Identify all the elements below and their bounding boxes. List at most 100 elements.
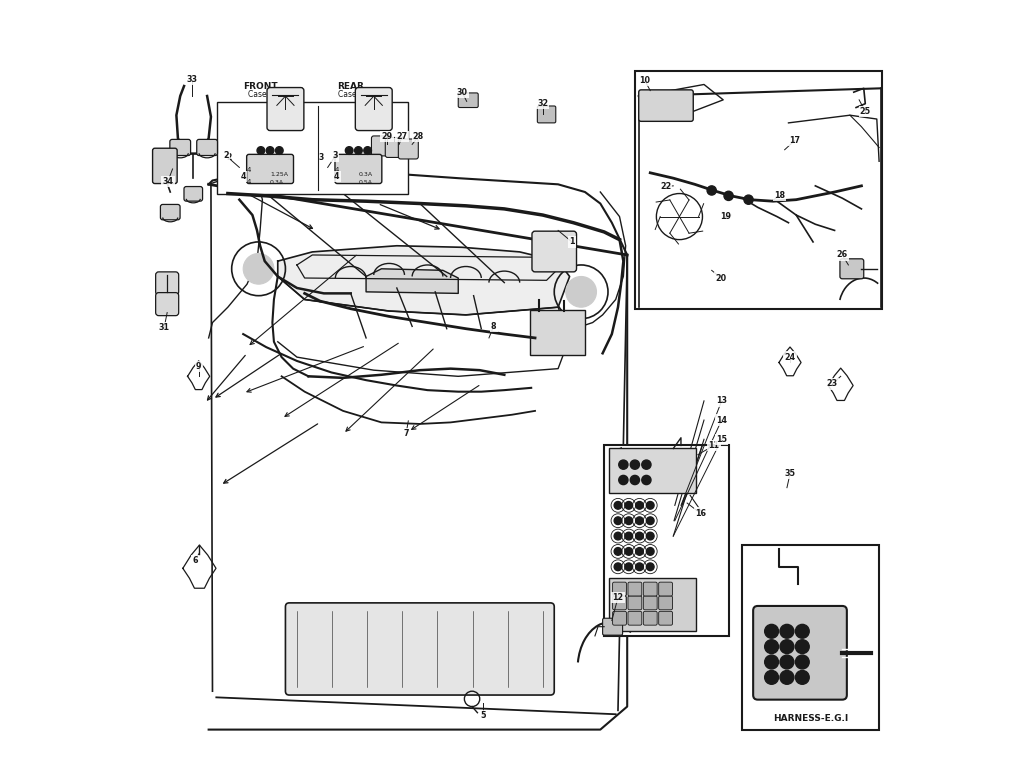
Circle shape [765,670,778,684]
Text: 6: 6 [193,556,198,565]
Circle shape [708,186,717,195]
Circle shape [646,532,654,540]
Text: 11: 11 [709,441,720,450]
FancyBboxPatch shape [753,606,847,700]
Text: 9: 9 [196,362,202,371]
Text: 22: 22 [660,182,671,191]
FancyBboxPatch shape [153,148,177,184]
Text: 2: 2 [223,151,229,161]
Text: 0.3A: 0.3A [358,172,373,177]
Circle shape [765,640,778,654]
Text: 3: 3 [333,151,338,161]
FancyBboxPatch shape [612,582,627,596]
FancyBboxPatch shape [459,93,478,108]
Text: 4: 4 [247,179,252,185]
Text: 26: 26 [837,250,848,260]
Text: 33: 33 [186,75,198,84]
Circle shape [796,640,809,654]
Text: 8: 8 [490,322,497,331]
Text: 17: 17 [790,136,800,145]
Text: 1: 1 [569,237,574,247]
Text: 28: 28 [413,132,424,141]
FancyBboxPatch shape [639,90,693,121]
Circle shape [364,147,372,154]
Text: FRONT: FRONT [244,81,279,91]
Circle shape [257,147,264,154]
FancyBboxPatch shape [156,272,178,295]
Text: REAR: REAR [337,81,365,91]
Text: 0.3A: 0.3A [270,180,285,185]
FancyBboxPatch shape [161,204,180,220]
FancyBboxPatch shape [612,611,627,625]
Text: 31: 31 [159,323,170,333]
Circle shape [625,517,633,525]
Circle shape [625,563,633,571]
Text: 10: 10 [639,76,650,85]
FancyBboxPatch shape [529,310,585,355]
Text: 32: 32 [538,99,548,108]
Circle shape [636,532,643,540]
Polygon shape [278,246,569,315]
Text: 19: 19 [720,212,731,221]
Text: 18: 18 [774,191,784,200]
Text: 16: 16 [694,508,706,518]
Circle shape [642,460,651,469]
FancyBboxPatch shape [247,154,294,184]
Circle shape [780,655,794,669]
Text: 4: 4 [335,167,339,174]
Text: 0.5A: 0.5A [358,180,373,185]
Circle shape [646,548,654,555]
FancyBboxPatch shape [658,582,673,596]
FancyBboxPatch shape [628,596,642,610]
Circle shape [618,460,628,469]
Text: 3: 3 [318,153,325,162]
Circle shape [565,276,596,307]
Circle shape [630,475,639,485]
FancyBboxPatch shape [267,88,304,131]
FancyBboxPatch shape [628,611,642,625]
FancyBboxPatch shape [286,603,554,695]
Text: 4: 4 [334,172,340,181]
Text: 34: 34 [163,177,173,186]
Text: 5: 5 [480,711,485,720]
Circle shape [244,253,274,284]
FancyBboxPatch shape [643,596,657,610]
Circle shape [780,640,794,654]
FancyBboxPatch shape [658,596,673,610]
Circle shape [646,502,654,509]
Circle shape [625,532,633,540]
Text: 12: 12 [612,593,624,602]
Circle shape [636,563,643,571]
FancyBboxPatch shape [372,136,391,156]
Text: 30: 30 [457,88,468,97]
Circle shape [636,502,643,509]
Text: 20: 20 [716,273,726,283]
Circle shape [266,147,273,154]
Text: 25: 25 [860,107,870,116]
FancyBboxPatch shape [658,611,673,625]
Text: 24: 24 [784,353,796,362]
FancyBboxPatch shape [612,596,627,610]
FancyBboxPatch shape [385,137,406,157]
FancyBboxPatch shape [170,140,190,155]
FancyBboxPatch shape [355,88,392,131]
Circle shape [780,624,794,638]
Circle shape [780,670,794,684]
Text: 35: 35 [784,469,796,478]
Text: 13: 13 [716,396,727,406]
Circle shape [354,147,362,154]
FancyBboxPatch shape [608,448,696,493]
Text: 7: 7 [403,429,409,439]
FancyBboxPatch shape [538,106,556,123]
Circle shape [765,655,778,669]
Circle shape [646,563,654,571]
Circle shape [614,517,622,525]
Circle shape [724,191,733,200]
Circle shape [630,460,639,469]
Circle shape [796,624,809,638]
Circle shape [275,147,283,154]
FancyBboxPatch shape [602,618,623,635]
FancyBboxPatch shape [335,154,382,184]
Text: Case A: Case A [248,90,274,99]
Circle shape [614,532,622,540]
